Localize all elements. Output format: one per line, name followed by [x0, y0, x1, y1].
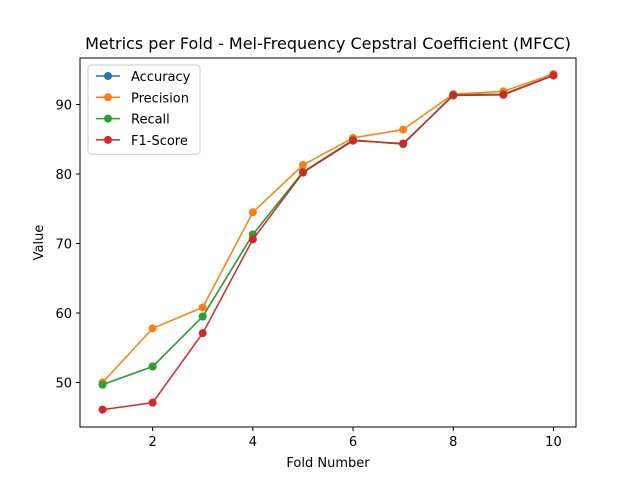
- legend-marker: [104, 135, 112, 144]
- data-point-precision: [148, 324, 157, 333]
- x-tick-label: 8: [449, 435, 457, 450]
- data-point-f1-score: [399, 139, 408, 148]
- data-point-recall: [98, 380, 107, 389]
- x-tick-label: 6: [349, 435, 357, 450]
- x-tick-label: 10: [545, 435, 562, 450]
- data-point-f1-score: [298, 168, 307, 177]
- y-tick-label: 70: [55, 238, 72, 253]
- data-point-f1-score: [449, 91, 458, 100]
- y-axis-label: Value: [32, 225, 47, 261]
- legend-label: Recall: [131, 113, 170, 128]
- x-tick-label: 2: [149, 435, 157, 450]
- data-point-recall: [198, 312, 207, 321]
- data-point-f1-score: [98, 405, 107, 414]
- data-point-f1-score: [549, 71, 558, 80]
- legend-item: Recall: [96, 113, 170, 128]
- data-point-precision: [399, 125, 408, 134]
- legend-label: Precision: [131, 91, 189, 106]
- data-point-recall: [148, 362, 157, 371]
- y-tick-label: 80: [55, 168, 72, 183]
- legend-box: [87, 64, 201, 155]
- legend-marker: [104, 114, 112, 123]
- data-point-f1-score: [198, 329, 207, 338]
- y-tick-label: 90: [55, 99, 72, 114]
- legend-label: F1-Score: [131, 134, 188, 149]
- data-point-f1-score: [349, 136, 358, 145]
- data-point-precision: [248, 208, 257, 217]
- y-tick-label: 50: [55, 377, 72, 392]
- legend-label: Accuracy: [131, 70, 191, 85]
- y-tick-label: 60: [55, 307, 72, 322]
- legend: Accuracy Precision Recall F1-Score: [87, 64, 201, 155]
- plot-area: 2 4 6 8 10 50 60 70 80 90: [55, 69, 562, 450]
- legend-item: Accuracy: [96, 70, 191, 85]
- legend-item: F1-Score: [96, 134, 188, 149]
- series-line-f1-score: [102, 74, 554, 411]
- data-point-precision: [298, 161, 307, 170]
- axes-frame: [79, 57, 577, 428]
- series-line-precision: [101, 73, 554, 384]
- data-point-f1-score: [248, 235, 257, 244]
- x-tick-label: 4: [249, 435, 257, 450]
- chart-title: Metrics per Fold - Mel-Frequency Cepstra…: [85, 34, 571, 53]
- data-point-f1-score: [499, 90, 508, 99]
- legend-item: Precision: [96, 91, 189, 106]
- x-axis-label: Fold Number: [286, 456, 370, 471]
- data-point-f1-score: [148, 398, 157, 407]
- data-point-precision: [198, 303, 207, 312]
- series-f1-score: [98, 71, 558, 414]
- legend-marker: [104, 93, 112, 102]
- legend-marker: [104, 72, 112, 80]
